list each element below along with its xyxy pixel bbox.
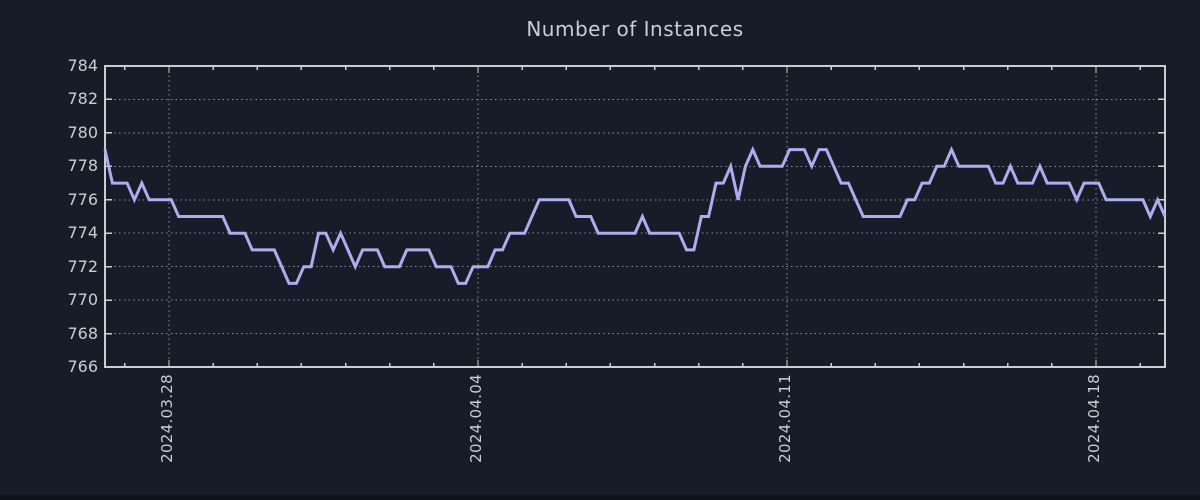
footer-strip bbox=[0, 495, 1200, 500]
x-tick-label: 2024.04.18 bbox=[1085, 374, 1103, 463]
y-tick-label: 772 bbox=[67, 257, 98, 276]
y-tick-label: 780 bbox=[67, 123, 98, 142]
y-tick-label: 768 bbox=[67, 324, 98, 343]
y-tick-label: 784 bbox=[67, 56, 98, 75]
y-tick-label: 770 bbox=[67, 290, 98, 309]
x-tick-label: 2024.04.11 bbox=[776, 374, 794, 463]
chart-title: Number of Instances bbox=[526, 17, 744, 41]
grid-lines bbox=[105, 66, 1165, 367]
x-tick-label: 2024.03.28 bbox=[158, 374, 176, 463]
y-tick-label: 774 bbox=[67, 223, 98, 242]
x-tick-label: 2024.04.04 bbox=[467, 374, 485, 463]
y-tick-label: 778 bbox=[67, 156, 98, 175]
plot-border bbox=[104, 65, 1166, 368]
y-tick-label: 766 bbox=[67, 357, 98, 376]
axis-ticks bbox=[105, 65, 1165, 368]
y-tick-label: 782 bbox=[67, 89, 98, 108]
y-tick-label: 776 bbox=[67, 190, 98, 209]
series-line bbox=[103, 145, 1167, 285]
